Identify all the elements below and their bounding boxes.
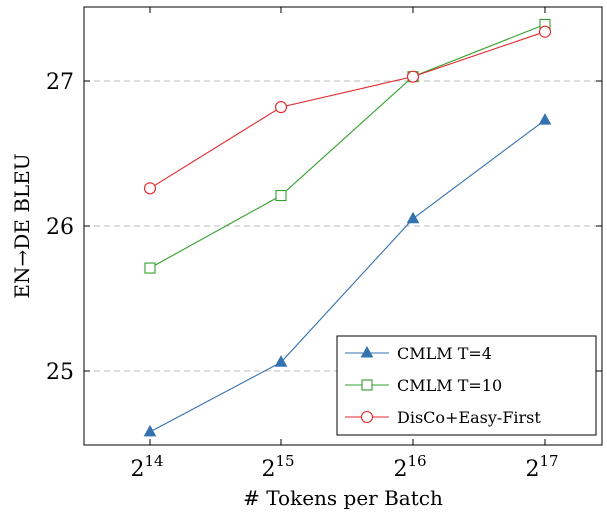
data-point — [406, 70, 420, 83]
y-axis-title: EN→DE BLEU — [10, 153, 34, 298]
series-line — [149, 31, 546, 189]
legend-item: DisCo+Easy-First — [345, 408, 541, 427]
y-tick-label: 27 — [46, 70, 74, 95]
data-point — [274, 101, 288, 114]
data-point — [538, 113, 552, 125]
legend-item: CMLM T=4 — [345, 344, 492, 363]
legend-marker — [360, 345, 374, 358]
legend: CMLM T=4 CMLM T=10 DisCo+Easy-First — [336, 335, 597, 436]
legend-label: CMLM T=4 — [397, 344, 492, 363]
data-point — [406, 211, 420, 224]
y-axis-ticks: 25 26 27 — [46, 70, 602, 385]
series-cmlm-t-10 — [144, 18, 551, 274]
series-disco-easy-first — [143, 25, 552, 195]
x-axis-title: # Tokens per Batch — [243, 486, 443, 510]
y-tick-label: 25 — [46, 360, 74, 385]
x-tick-label: 217 — [525, 452, 558, 482]
data-series — [143, 18, 552, 437]
series-line — [149, 119, 546, 433]
grid-lines — [84, 80, 602, 372]
legend-label: CMLM T=10 — [397, 376, 502, 395]
x-tick-label: 215 — [261, 452, 294, 482]
data-point — [274, 355, 288, 367]
x-tick-label: 214 — [130, 452, 163, 482]
legend-marker — [361, 379, 373, 391]
x-tick-label: 216 — [393, 452, 426, 482]
y-tick-label: 26 — [46, 215, 74, 240]
x-axis-ticks: 214 215 216 217 — [130, 7, 559, 482]
data-point — [538, 25, 552, 38]
legend-label: DisCo+Easy-First — [397, 408, 541, 427]
data-point — [143, 424, 157, 437]
legend-item: CMLM T=10 — [345, 376, 502, 395]
series-cmlm-t-4 — [143, 113, 552, 437]
data-point — [144, 262, 156, 274]
data-point — [275, 190, 287, 202]
series-line — [149, 23, 546, 269]
data-point — [143, 182, 157, 195]
legend-marker — [360, 410, 374, 424]
